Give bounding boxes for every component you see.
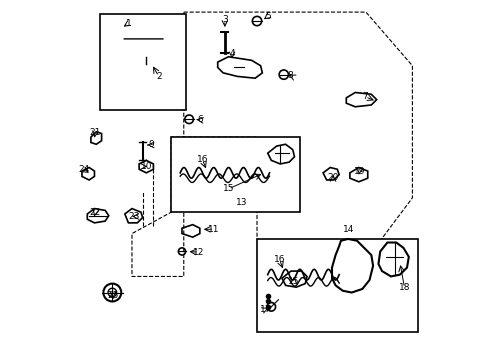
Text: 3: 3 <box>222 15 227 24</box>
Text: 2: 2 <box>156 72 161 81</box>
Text: 16: 16 <box>196 155 208 164</box>
Text: 21: 21 <box>89 129 101 138</box>
Text: 24: 24 <box>79 166 90 175</box>
Text: 25: 25 <box>107 291 119 300</box>
Text: 14: 14 <box>343 225 354 234</box>
Text: 15: 15 <box>222 184 234 193</box>
Text: 18: 18 <box>398 283 409 292</box>
Text: 19: 19 <box>353 167 365 176</box>
Text: 9: 9 <box>148 140 153 149</box>
Text: 11: 11 <box>208 225 220 234</box>
Text: 1: 1 <box>125 19 131 28</box>
Text: 10: 10 <box>140 162 152 171</box>
Bar <box>257 239 417 332</box>
Text: 12: 12 <box>193 248 204 257</box>
Bar <box>100 14 185 111</box>
Text: 13: 13 <box>235 198 247 207</box>
Bar <box>171 137 299 212</box>
Text: 17: 17 <box>259 305 270 314</box>
Text: 5: 5 <box>264 12 270 21</box>
Text: 22: 22 <box>89 208 101 217</box>
Text: 16: 16 <box>273 255 285 264</box>
Text: 20: 20 <box>327 173 338 182</box>
Text: 6: 6 <box>197 116 203 125</box>
Text: 23: 23 <box>128 212 140 221</box>
Text: 8: 8 <box>287 71 292 80</box>
Text: 4: 4 <box>229 49 234 58</box>
Text: 15: 15 <box>287 277 299 286</box>
Text: 7: 7 <box>362 92 367 101</box>
